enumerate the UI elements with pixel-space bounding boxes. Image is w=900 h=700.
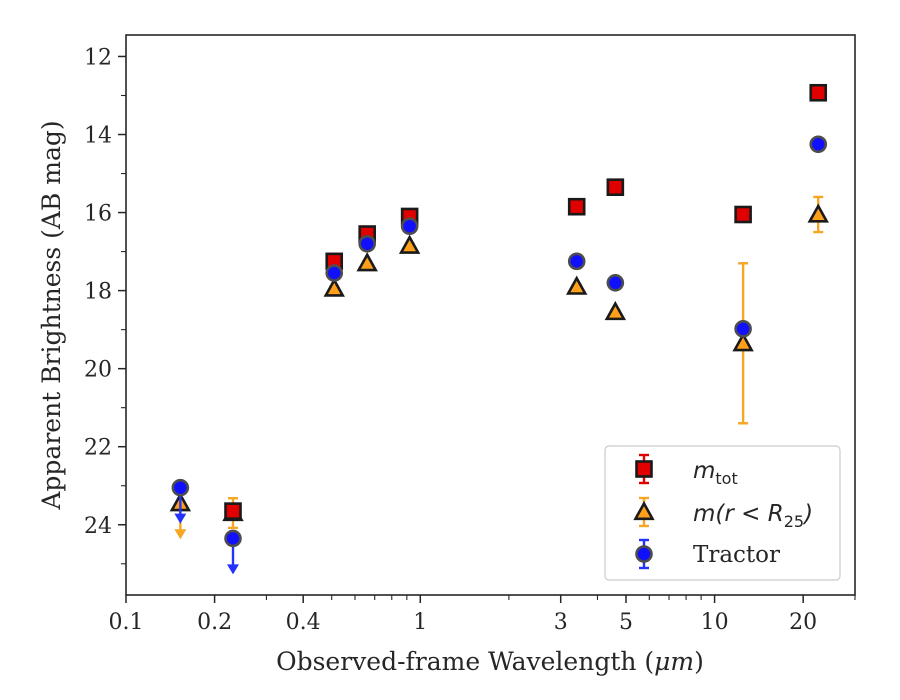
mtot-point	[567, 197, 586, 216]
x-axis-title: Observed-frame Wavelength (μm)	[276, 647, 704, 676]
series-mr25	[169, 195, 829, 540]
legend-label-tractor: Tractor	[693, 542, 780, 568]
legend-marker-mr25	[633, 500, 655, 521]
y-tick-label: 16	[84, 202, 112, 227]
mtot-point	[734, 205, 752, 224]
mr25-point	[323, 277, 345, 297]
x-tick-label: 5	[619, 610, 633, 635]
y-axis-title: Apparent Brightness (AB mag)	[37, 120, 66, 510]
tractor-point	[325, 264, 344, 282]
y-axis-ticks: 12 14 16 18 20 22 24	[84, 45, 126, 565]
legend-markers	[633, 453, 655, 570]
mtot-point	[224, 502, 242, 520]
y-tick-label: 12	[84, 45, 112, 70]
legend-box	[604, 445, 841, 581]
mr25-point	[732, 332, 754, 352]
x-tick-label: 0.4	[286, 610, 321, 635]
series-tractor	[171, 135, 828, 575]
plot-frame	[125, 34, 856, 596]
mr25-point	[604, 300, 627, 321]
mr25-point	[565, 275, 588, 295]
tractor-point	[606, 274, 625, 292]
legend-marker-tractor	[635, 545, 653, 563]
x-tick-label: 0.2	[197, 610, 232, 635]
tractor-point	[567, 252, 586, 271]
legend: mtot m(r < R25) Tractor	[604, 445, 841, 581]
y-tick-label: 20	[84, 358, 112, 383]
tractor-point	[171, 478, 190, 497]
x-axis-ticks: 0.1 0.2 0.4 1 3 5 10 20	[109, 595, 856, 635]
tractor-point	[734, 320, 752, 338]
x-tick-label: 1	[413, 610, 427, 635]
data-marks	[169, 83, 829, 575]
series-mtot	[224, 83, 828, 520]
x-tick-label: 3	[554, 610, 568, 635]
tractor-point	[224, 529, 242, 548]
mr25-point	[356, 252, 378, 272]
legend-label-mtot: mtot	[693, 458, 738, 488]
tractor-point	[809, 135, 828, 154]
x-tick-label: 20	[789, 610, 817, 635]
legend-label-mr25: m(r < R25)	[693, 501, 813, 531]
mtot-point	[606, 178, 625, 196]
tractor-point	[400, 217, 419, 236]
mr25-point	[398, 234, 421, 254]
x-tick-label: 0.1	[109, 610, 144, 635]
y-tick-label: 24	[84, 514, 112, 539]
y-tick-label: 18	[84, 280, 112, 305]
y-tick-label: 22	[84, 436, 112, 461]
x-tick-label: 10	[701, 610, 729, 635]
mr25-upper-limit-head	[174, 529, 187, 540]
tractor-upper-limit-head	[174, 513, 187, 524]
mr25-point	[807, 203, 829, 223]
tractor-point	[358, 234, 376, 253]
y-tick-label: 14	[84, 124, 112, 149]
mtot-point	[809, 83, 828, 102]
tractor-upper-limit-head	[227, 564, 240, 575]
legend-marker-mtot	[635, 460, 653, 478]
